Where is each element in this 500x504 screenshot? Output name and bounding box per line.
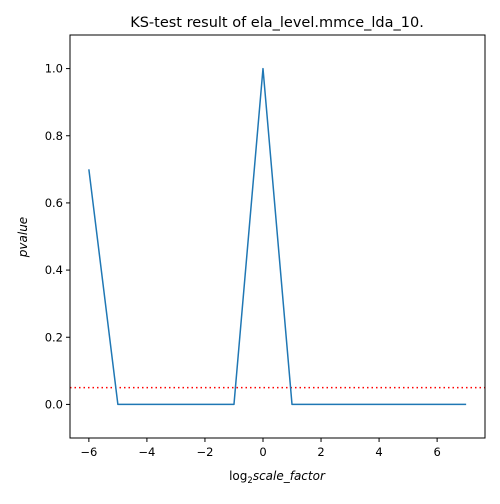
x-tick-label: −6 — [80, 445, 97, 459]
x-tick-label: 2 — [317, 445, 324, 459]
plot-area — [70, 35, 485, 438]
y-tick-label: 0.2 — [45, 330, 63, 344]
x-tick-label: 6 — [433, 445, 440, 459]
x-tick-label: 0 — [259, 445, 266, 459]
y-tick-label: 0.4 — [45, 263, 63, 277]
x-axis-label-prefix: log — [229, 469, 247, 483]
x-axis-label: log2scale_factor — [229, 469, 326, 486]
y-axis-label: pvalue — [16, 217, 30, 258]
x-tick-label: 4 — [375, 445, 382, 459]
x-axis-label-variable: scale_factor — [253, 469, 326, 483]
y-tick-label: 1.0 — [45, 62, 63, 76]
y-tick-label: 0.0 — [45, 397, 63, 411]
chart-title: KS-test result of ela_level.mmce_lda_10. — [130, 15, 424, 31]
x-tick-label: −2 — [196, 445, 213, 459]
x-tick-label: −4 — [138, 445, 155, 459]
x-axis-ticks: −6 −4 −2 0 2 4 6 — [80, 438, 440, 459]
series-line-0 — [89, 69, 466, 405]
y-tick-label: 0.6 — [45, 196, 63, 210]
y-axis-ticks: 0.0 0.2 0.4 0.6 0.8 1.0 — [45, 62, 70, 412]
y-tick-label: 0.8 — [45, 129, 63, 143]
